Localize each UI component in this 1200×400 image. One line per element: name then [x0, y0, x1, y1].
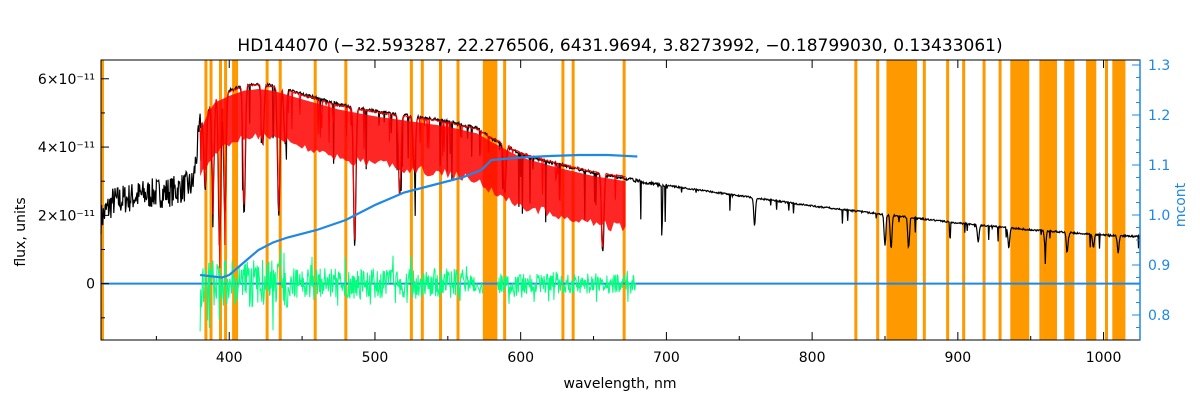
- y-tick-label: 4×10⁻¹¹: [38, 140, 95, 156]
- mask-band: [482, 60, 498, 340]
- mask-line: [946, 60, 950, 340]
- residual-line: [496, 270, 636, 304]
- x-tick-label: 400: [216, 350, 243, 366]
- mask-line: [998, 60, 1002, 340]
- y-tick-label: 0: [86, 277, 95, 293]
- x-tick-label: 500: [362, 350, 389, 366]
- mask-line: [278, 60, 282, 340]
- mask-band: [1064, 60, 1075, 340]
- mask-line: [313, 60, 317, 340]
- mask-line: [1104, 60, 1108, 340]
- mask-band: [1112, 60, 1126, 340]
- mask-line: [439, 60, 443, 340]
- y-axis-label: flux, units: [13, 197, 29, 266]
- x-tick-label: 1000: [1086, 350, 1122, 366]
- y2-tick-label: 1.3: [1148, 58, 1170, 74]
- mask-line: [876, 60, 880, 340]
- mask-line: [503, 60, 507, 340]
- y2-tick-label: 1.1: [1148, 158, 1170, 174]
- mask-line: [1053, 60, 1057, 340]
- y2-tick-label: 0.8: [1148, 308, 1170, 324]
- mask-band: [1086, 60, 1097, 340]
- mask-band: [1042, 60, 1055, 340]
- mask-line: [232, 60, 236, 340]
- mask-line: [235, 60, 239, 340]
- y2-tick-label: 1.0: [1148, 208, 1170, 224]
- x-tick-label: 800: [799, 350, 826, 366]
- mask-line: [209, 60, 213, 340]
- residual-line: [199, 248, 484, 332]
- mask-band: [886, 60, 918, 340]
- mask-line: [1039, 60, 1043, 340]
- axes: 400 500 600 700 800 900 1000 0 2×10⁻¹¹ 4×10⁻¹¹ 6×1…: [38, 58, 1170, 366]
- mask-line: [420, 60, 424, 340]
- mask-line: [100, 60, 104, 340]
- x-tick-label: 700: [653, 350, 680, 366]
- mask-line: [204, 60, 208, 340]
- model-fill: [200, 89, 626, 232]
- mask-band: [1010, 60, 1030, 340]
- wavelength-masks: [100, 60, 1126, 340]
- mask-line: [854, 60, 858, 340]
- y2-tick-label: 1.2: [1148, 108, 1170, 124]
- x-axis-label: wavelength, nm: [564, 376, 677, 392]
- mask-line: [409, 60, 413, 340]
- y2-axis-label: mcont: [1173, 182, 1189, 227]
- residuals: [101, 248, 1140, 332]
- y-tick-label: 6×10⁻¹¹: [38, 72, 95, 88]
- model-spectrum: [199, 83, 626, 269]
- mask-line: [344, 60, 348, 340]
- mask-line: [922, 60, 926, 340]
- mask-line: [265, 60, 269, 340]
- y2-tick-label: 0.9: [1148, 258, 1170, 274]
- mask-line: [982, 60, 986, 340]
- chart-title: HD144070 (−32.593287, 22.276506, 6431.96…: [237, 36, 1002, 56]
- x-tick-label: 900: [944, 350, 971, 366]
- mcont-line: [199, 153, 638, 279]
- y-tick-label: 2×10⁻¹¹: [38, 208, 95, 224]
- mask-line: [962, 60, 966, 340]
- mcont-curve: [199, 153, 638, 279]
- mask-line: [456, 60, 460, 340]
- x-tick-label: 600: [507, 350, 534, 366]
